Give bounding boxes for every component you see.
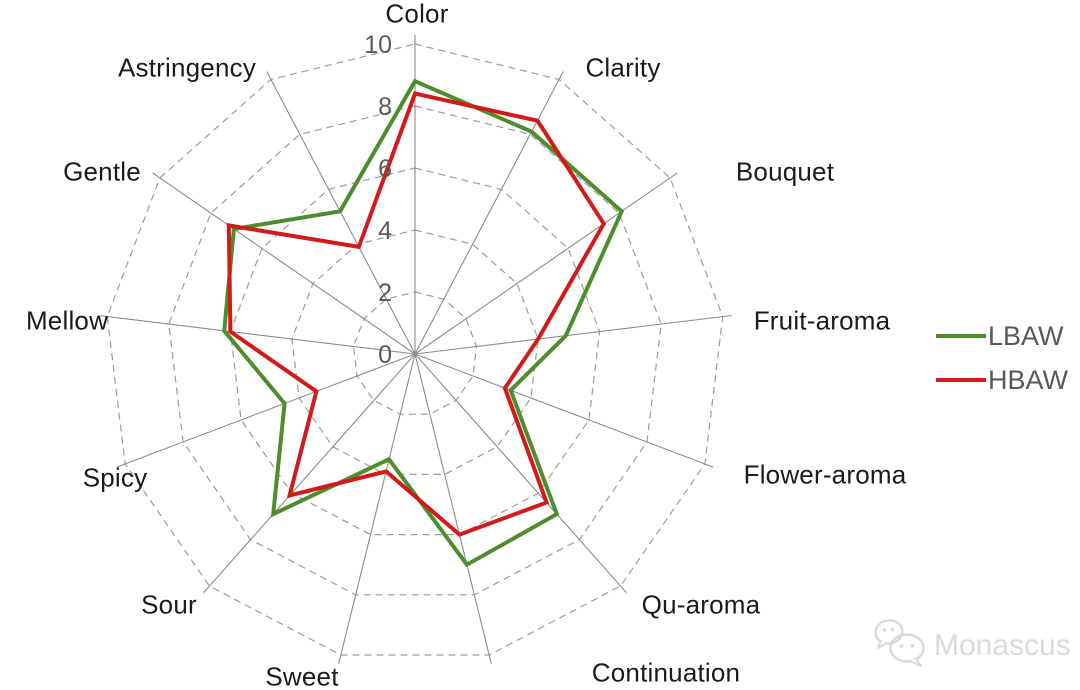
grid-ring-10 bbox=[106, 43, 724, 656]
axis-spoke-sour bbox=[203, 353, 416, 594]
axis-spoke-qu-aroma bbox=[414, 353, 627, 594]
axis-spoke-sweet bbox=[338, 353, 416, 664]
hbaw-line-swatch bbox=[936, 378, 986, 382]
axis-spoke-flower-aroma bbox=[414, 353, 714, 468]
watermark-text: Monascus bbox=[934, 628, 1071, 662]
axis-label-fruit-aroma: Fruit-aroma bbox=[753, 305, 891, 336]
legend: LBAW HBAW bbox=[936, 318, 1068, 406]
wechat-logo-icon bbox=[872, 617, 930, 674]
axis-spoke-clarity bbox=[414, 71, 564, 355]
series-line-lbaw bbox=[222, 78, 625, 568]
series-line-hbaw bbox=[226, 91, 607, 537]
radial-tick-label-0: 0 bbox=[378, 341, 392, 369]
axis-label-sour: Sour bbox=[141, 589, 197, 620]
axis-spoke-fruit-aroma bbox=[414, 314, 732, 355]
axis-spoke-bouquet bbox=[414, 172, 678, 355]
axis-label-bouquet: Bouquet bbox=[735, 156, 835, 187]
axis-label-mellow: Mellow bbox=[25, 305, 109, 336]
grid-ring-2 bbox=[352, 291, 478, 415]
axis-label-sweet: Sweet bbox=[265, 661, 339, 690]
legend-label-lbaw: LBAW bbox=[988, 320, 1064, 351]
watermark: Monascus bbox=[872, 617, 1071, 674]
radial-tick-label-2: 2 bbox=[378, 279, 392, 307]
lbaw-line-swatch bbox=[936, 334, 986, 338]
axis-label-color: Color bbox=[385, 0, 449, 29]
radial-tick-label-8: 8 bbox=[378, 93, 392, 121]
axis-label-continuation: Continuation bbox=[591, 657, 741, 688]
radial-tick-label-10: 10 bbox=[364, 31, 392, 59]
legend-item-lbaw: LBAW bbox=[936, 318, 1068, 354]
axis-label-spicy: Spicy bbox=[82, 462, 148, 493]
axis-label-flower-aroma: Flower-aroma bbox=[743, 459, 907, 490]
grid-ring-4 bbox=[291, 229, 539, 475]
axis-label-gentle: Gentle bbox=[63, 156, 141, 187]
legend-label-hbaw: HBAW bbox=[988, 364, 1068, 395]
grid-ring-8 bbox=[168, 105, 662, 596]
axis-label-clarity: Clarity bbox=[585, 52, 661, 83]
axis-spoke-spicy bbox=[116, 353, 416, 468]
grid-ring-6 bbox=[229, 167, 601, 536]
radial-tick-label-6: 6 bbox=[378, 155, 392, 183]
axis-spoke-gentle bbox=[152, 172, 416, 355]
axis-label-qu-aroma: Qu-aroma bbox=[641, 589, 761, 620]
axis-spoke-mellow bbox=[98, 314, 416, 355]
axis-spoke-continuation bbox=[414, 353, 492, 664]
legend-item-hbaw: HBAW bbox=[936, 362, 1068, 398]
axis-label-astringency: Astringency bbox=[117, 52, 257, 83]
radial-tick-label-4: 4 bbox=[378, 217, 392, 245]
